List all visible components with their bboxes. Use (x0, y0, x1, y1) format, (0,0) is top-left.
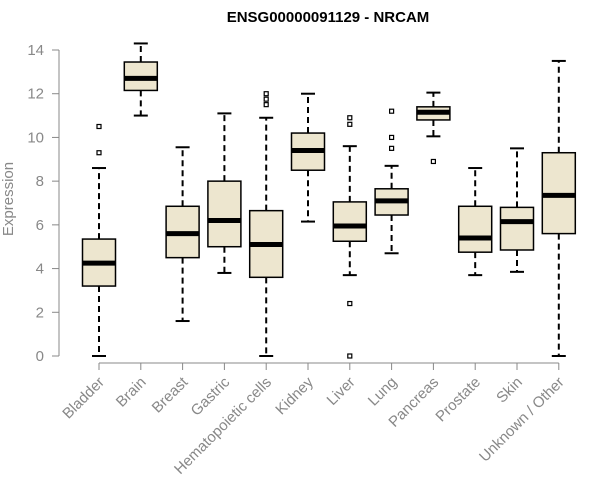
box-gastric (207, 112, 242, 274)
box-brain (123, 42, 159, 117)
y-tick-label: 12 (27, 86, 44, 103)
x-tick-label-breast: Breast (149, 373, 192, 416)
outlier-point (263, 102, 269, 108)
outlier-point (347, 353, 353, 359)
box-liver (332, 115, 368, 359)
box-kidney (290, 92, 326, 223)
iqr-box (207, 180, 242, 248)
outlier-point (430, 158, 436, 165)
iqr-box (457, 205, 493, 253)
box-skin (499, 147, 535, 273)
x-tick-label-liver: Liver (324, 374, 359, 409)
y-tick-label: 2 (36, 304, 44, 321)
outlier-point (96, 123, 102, 130)
y-tick-label: 14 (27, 42, 44, 59)
box-hematopoietic-cells (248, 91, 284, 357)
box-prostate (457, 167, 493, 277)
x-tick-label-skin: Skin (493, 374, 526, 407)
x-tick-label-prostate: Prostate (432, 374, 484, 426)
outlier-point (263, 91, 269, 97)
iqr-box (499, 206, 535, 251)
y-axis: 0 2 4 6 8 10 12 14 (27, 42, 60, 365)
outlier-point (347, 115, 353, 121)
outlier-point (347, 121, 353, 127)
y-tick-label: 8 (36, 173, 44, 190)
outlier-point (263, 96, 269, 102)
iqr-box (332, 201, 368, 243)
x-tick-label-lung: Lung (365, 374, 401, 410)
x-tick-label-kidney: Kidney (272, 373, 317, 418)
box-pancreas (416, 91, 451, 165)
y-tick-label: 6 (36, 217, 44, 234)
chart-title: ENSG00000091129 - NRCAM (227, 9, 430, 26)
x-tick-label-bladder: Bladder (59, 374, 108, 423)
outlier-point (389, 108, 395, 114)
box-breast (165, 146, 200, 323)
box-lung (374, 108, 409, 255)
y-axis-label: Expression (0, 162, 17, 236)
box-unknown-other (541, 59, 577, 357)
outlier-point (96, 150, 102, 156)
outlier-point (389, 134, 395, 141)
x-tick-label-brain: Brain (113, 374, 150, 411)
outlier-point (389, 145, 395, 151)
box-bladder (81, 123, 117, 357)
outlier-point (347, 300, 353, 307)
y-tick-label: 10 (27, 129, 44, 146)
box-series (81, 42, 577, 359)
y-tick-label: 4 (36, 261, 44, 278)
y-tick-label: 0 (36, 348, 44, 365)
